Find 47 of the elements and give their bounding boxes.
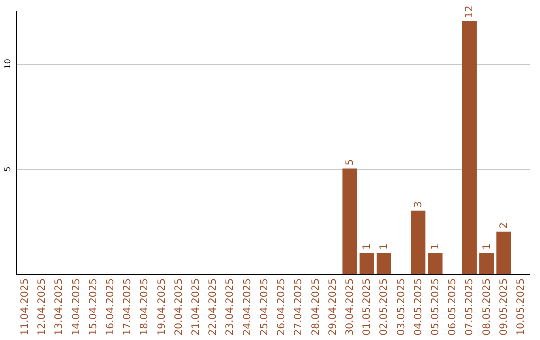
x-tick-label: 21.04.2025 bbox=[191, 278, 202, 336]
x-tick-label: 13.04.2025 bbox=[54, 278, 66, 336]
x-tick-label: 16.04.2025 bbox=[106, 278, 117, 336]
bar bbox=[411, 210, 426, 274]
x-tick-label: 10.05.2025 bbox=[516, 278, 528, 336]
x-tick-label: 28.04.2025 bbox=[310, 278, 322, 336]
x-tick-label: 02.05.2025 bbox=[379, 278, 390, 336]
data-label: 3 bbox=[413, 202, 424, 208]
data-label: 1 bbox=[482, 244, 493, 250]
x-tick-label: 05.05.2025 bbox=[430, 278, 442, 336]
x-tick-label: 07.05.2025 bbox=[464, 278, 476, 336]
x-tick-label: 17.04.2025 bbox=[122, 278, 134, 336]
x-tick-label: 09.05.2025 bbox=[498, 278, 510, 336]
bar bbox=[462, 22, 477, 274]
x-tick-label: 24.04.2025 bbox=[242, 278, 254, 336]
x-tick-label: 18.04.2025 bbox=[140, 278, 151, 336]
x-tick-label: 23.04.2025 bbox=[225, 278, 236, 336]
x-tick-label: 11.04.2025 bbox=[20, 278, 31, 336]
x-tick-label: 12.04.2025 bbox=[37, 278, 48, 336]
x-tick-label: 04.05.2025 bbox=[413, 278, 424, 336]
x-tick-label: 25.04.2025 bbox=[259, 278, 270, 336]
x-tick-label: 20.04.2025 bbox=[174, 278, 185, 336]
x-tick-label: 22.04.2025 bbox=[208, 278, 220, 336]
bar bbox=[376, 252, 392, 274]
x-tick-label: 08.05.2025 bbox=[482, 278, 493, 336]
x-tick-label: 03.05.2025 bbox=[396, 278, 408, 336]
x-tick-label: 14.04.2025 bbox=[71, 278, 82, 336]
bar bbox=[496, 232, 512, 274]
data-label: 1 bbox=[379, 244, 390, 250]
bar bbox=[342, 168, 358, 274]
bar bbox=[480, 252, 494, 274]
x-tick-label: 29.04.2025 bbox=[328, 278, 339, 336]
bar bbox=[428, 252, 443, 274]
y-tick-label: 10 bbox=[4, 59, 12, 70]
data-label: 12 bbox=[464, 6, 476, 19]
x-tick-label: 30.04.2025 bbox=[344, 278, 356, 336]
x-tick-label: 06.05.2025 bbox=[448, 278, 459, 336]
data-label: 1 bbox=[430, 244, 442, 250]
data-label: 1 bbox=[362, 244, 374, 250]
bar bbox=[360, 252, 374, 274]
x-tick-label: 01.05.2025 bbox=[362, 278, 374, 336]
x-tick-label: 15.04.2025 bbox=[88, 278, 100, 336]
x-tick-label: 19.04.2025 bbox=[156, 278, 168, 336]
x-tick-label: 26.04.2025 bbox=[276, 278, 288, 336]
x-tick-label: 27.04.2025 bbox=[294, 278, 305, 336]
data-label: 2 bbox=[498, 222, 510, 229]
data-label: 5 bbox=[344, 159, 356, 166]
